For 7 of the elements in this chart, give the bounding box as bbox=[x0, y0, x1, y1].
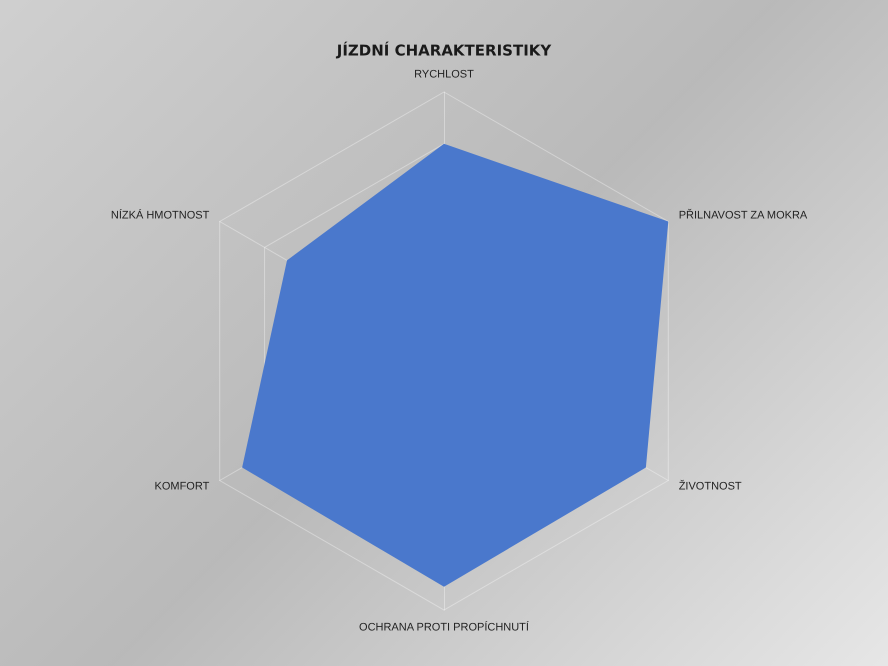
spoke-label: OCHRANA PROTI PROPÍCHNUTÍ bbox=[359, 620, 530, 634]
spoke-label: NÍZKÁ HMOTNOST bbox=[110, 208, 210, 222]
spoke-label: PŘILNAVOST ZA MOKRA bbox=[678, 208, 808, 222]
spoke-label: ŽIVOTNOST bbox=[678, 480, 742, 492]
spoke-label: KOMFORT bbox=[154, 480, 210, 492]
chart-title: JÍZDNÍ CHARAKTERISTIKY bbox=[336, 42, 552, 60]
spoke-label: RYCHLOST bbox=[414, 68, 474, 80]
